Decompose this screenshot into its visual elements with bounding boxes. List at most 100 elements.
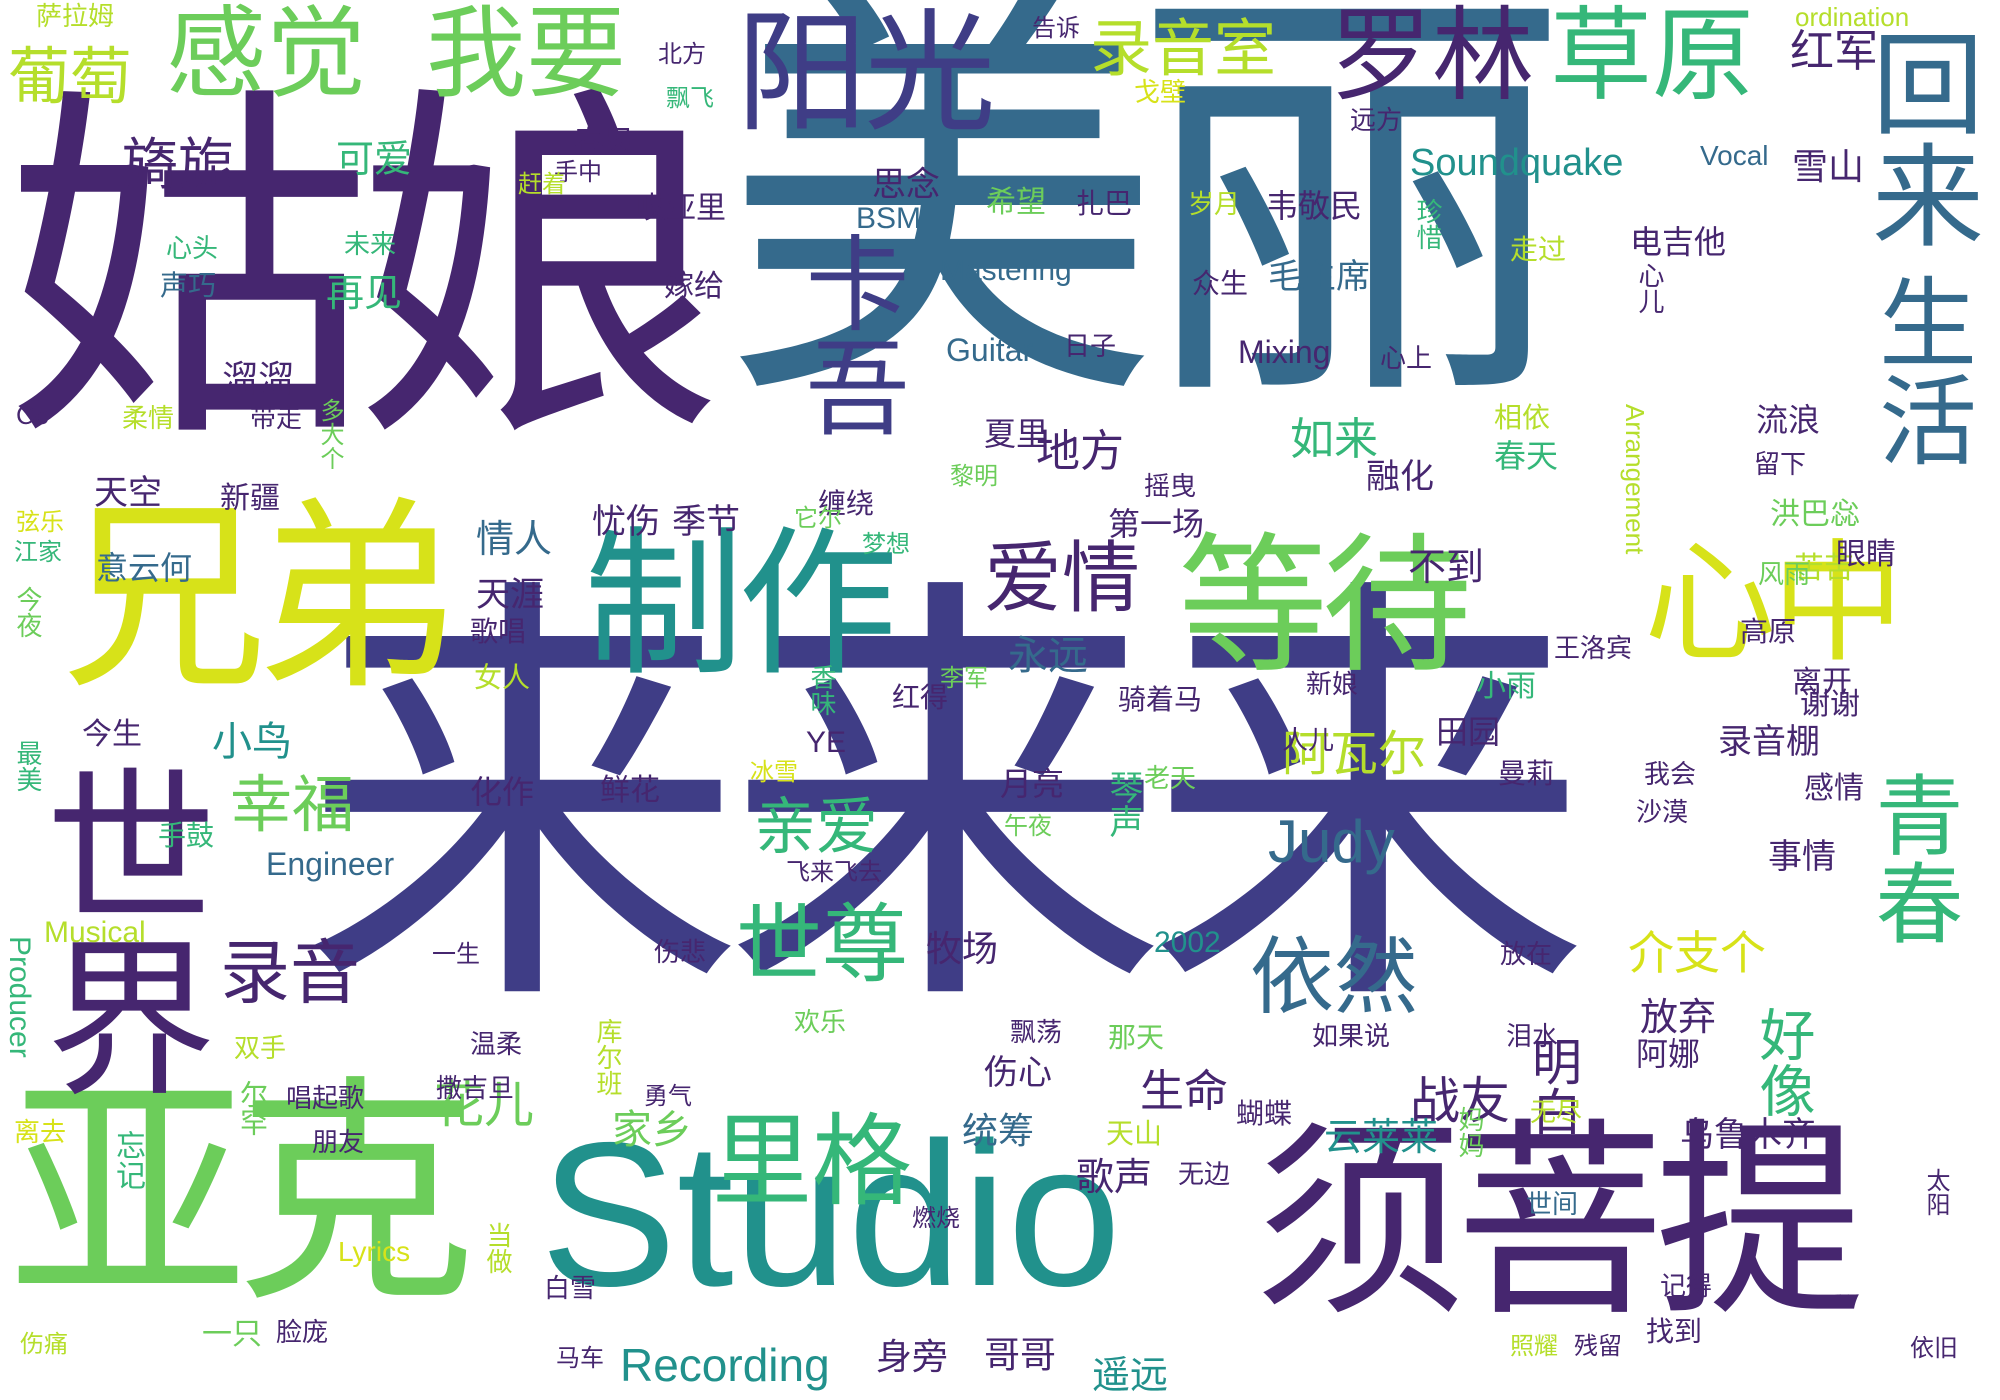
word-luyin: 录音 <box>220 932 360 1014</box>
word-taiyang: 太阳 <box>1922 1168 1950 1216</box>
word-xueshan: 雪山 <box>1792 147 1865 188</box>
word-ordination: ordination <box>1795 2 1910 32</box>
word-qingchun: 青春 <box>1861 770 1964 946</box>
word-rulai: 如来 <box>1290 414 1378 465</box>
word-mixing: Mixing <box>1238 334 1331 370</box>
word-huaer: 花儿 <box>434 1076 534 1134</box>
word-laotian: 老天 <box>1144 764 1197 794</box>
word-sinian: 思念 <box>872 165 940 205</box>
word-xiangyi: 相依 <box>1494 401 1551 434</box>
word-mache: 马车 <box>556 1344 604 1372</box>
word-woyao: 我要 <box>426 0 626 112</box>
word-aiyali: 哎亚里 <box>636 191 726 226</box>
word-ranshao: 燃烧 <box>912 1204 960 1232</box>
word-musical: Musical <box>44 916 146 949</box>
word-nvren: 女人 <box>474 661 531 694</box>
word-xingfu: 幸福 <box>230 768 355 841</box>
word-studio: Studio <box>540 1100 1122 1329</box>
word-luolin: 罗林 <box>1330 0 1534 116</box>
word-ana: 阿娜 <box>1636 1035 1701 1073</box>
word-xiaoyu: 小雨 <box>1476 669 1536 704</box>
word-huazuo: 化作 <box>470 773 535 811</box>
word-jiangjia: 江家 <box>14 538 62 566</box>
word-zouguo: 走过 <box>1510 233 1567 266</box>
word-fangzai: 放在 <box>1500 940 1553 970</box>
word-qizhema: 骑着马 <box>1118 683 1203 716</box>
word-xinzhong: 心中 <box>1644 527 1904 681</box>
word-gesheng: 歌声 <box>1076 1155 1153 1199</box>
word-gaosu: 告诉 <box>1032 14 1080 42</box>
word-zhizuo: 制作 <box>584 511 898 698</box>
word-zhanyou: 战友 <box>1410 1072 1510 1130</box>
word-xianshu: 弦乐 <box>16 508 64 536</box>
word-jiaxiang: 家乡 <box>612 1107 692 1153</box>
word-putao: 葡萄 <box>8 40 133 113</box>
word-mingbai: 明白 <box>1524 1036 1582 1136</box>
word-ganjue: 感觉 <box>166 0 366 112</box>
word-kuku: 苦苦 <box>1794 551 1854 586</box>
word-zaijian: 再见 <box>326 271 403 315</box>
word-yijiu: 依旧 <box>1910 1334 1958 1362</box>
word-zhaoyao: 照耀 <box>1510 1332 1558 1360</box>
word-soundquake: Soundquake <box>1410 142 1624 184</box>
word-qixuan: 旖旎 <box>122 133 234 198</box>
word-xiongdi: 兄弟 <box>62 480 460 718</box>
word-bingxue: 冰雪 <box>750 758 798 786</box>
word-qinsheng: 琴声 <box>1103 770 1143 838</box>
word-arrangement: Arrangement <box>1620 404 1650 555</box>
word-zuimei: 最美 <box>12 740 42 792</box>
word-xialii: 夏里 <box>984 415 1049 453</box>
word-huanle: 欢乐 <box>794 1008 847 1038</box>
word-liulang: 流浪 <box>1756 401 1821 439</box>
word-shengqiao: 声巧 <box>160 269 217 302</box>
word-budao: 不到 <box>1408 545 1485 589</box>
word-kuerban: 库尔班 <box>592 1018 622 1096</box>
word-lyrics: Lyrics <box>338 1236 411 1267</box>
word-chanrao: 缠绕 <box>818 487 875 520</box>
word-ronghua: 融化 <box>1366 457 1434 497</box>
word-yunlailai: 云莱莱 <box>1324 1115 1439 1159</box>
word-shijian: 世间 <box>1526 1190 1579 1220</box>
word-yaoyuan: 遥远 <box>1092 1353 1169 1397</box>
word-yongqi: 勇气 <box>644 1082 692 1110</box>
word-bsm: BSM <box>856 202 922 235</box>
word-duodage: 多大个 <box>316 398 344 470</box>
word-shangbei: 伤悲 <box>654 938 707 968</box>
word-tongchou: 统筹 <box>962 1111 1035 1152</box>
word-guitar: Guitar <box>946 332 1034 368</box>
word-wulumuqi: 乌鲁木齐 <box>1680 1115 1816 1155</box>
word-jiezhige: 介支个 <box>1628 926 1766 980</box>
word-taer: 它尔 <box>794 504 842 532</box>
word-liqu: 离去 <box>14 1118 67 1148</box>
word-mengxiang: 梦想 <box>862 530 910 558</box>
word-jinsheng: 今生 <box>82 717 142 752</box>
word-maozhuxi: 毛主席 <box>1268 257 1370 297</box>
word-y2002: 2002 <box>1154 926 1221 959</box>
word-liuliu: 溜溜 <box>222 359 295 400</box>
word-muchang: 牧场 <box>926 929 999 970</box>
word-recording: Recording <box>620 1339 830 1391</box>
word-luyinshi: 录音室 <box>1090 12 1277 85</box>
word-jide: 记得 <box>1660 1272 1713 1302</box>
word-rizi: 日子 <box>1064 332 1117 362</box>
word-zhenxi: 珍惜 <box>1412 198 1442 250</box>
word-gege: 哥哥 <box>984 1335 1057 1376</box>
word-vocal: Vocal <box>1700 140 1769 171</box>
word-pengyou: 朋友 <box>312 1128 365 1158</box>
word-shenpang: 身旁 <box>876 1337 949 1378</box>
word-co: Co <box>16 400 50 430</box>
word-xiangwei: 香味 <box>806 664 836 716</box>
word-laila: 来来来 <box>300 543 1591 1061</box>
word-engineer: Engineer <box>266 846 395 882</box>
word-xinjiang: 新疆 <box>220 481 280 516</box>
word-gechang: 歌唱 <box>470 615 527 648</box>
word-leishui: 泪水 <box>1506 1022 1559 1052</box>
word-yueliang: 月亮 <box>1000 765 1065 803</box>
word-youshang: 忧伤 <box>592 502 660 542</box>
word-likai: 离开 <box>1792 665 1852 700</box>
word-jinye: 今夜 <box>12 586 42 638</box>
word-yake: 亚克 <box>8 1055 476 1335</box>
word-yaoye: 摇曳 <box>1144 472 1197 502</box>
word-fengyu: 风雨 <box>1758 560 1811 590</box>
word-xinniang: 新娘 <box>1306 670 1359 700</box>
